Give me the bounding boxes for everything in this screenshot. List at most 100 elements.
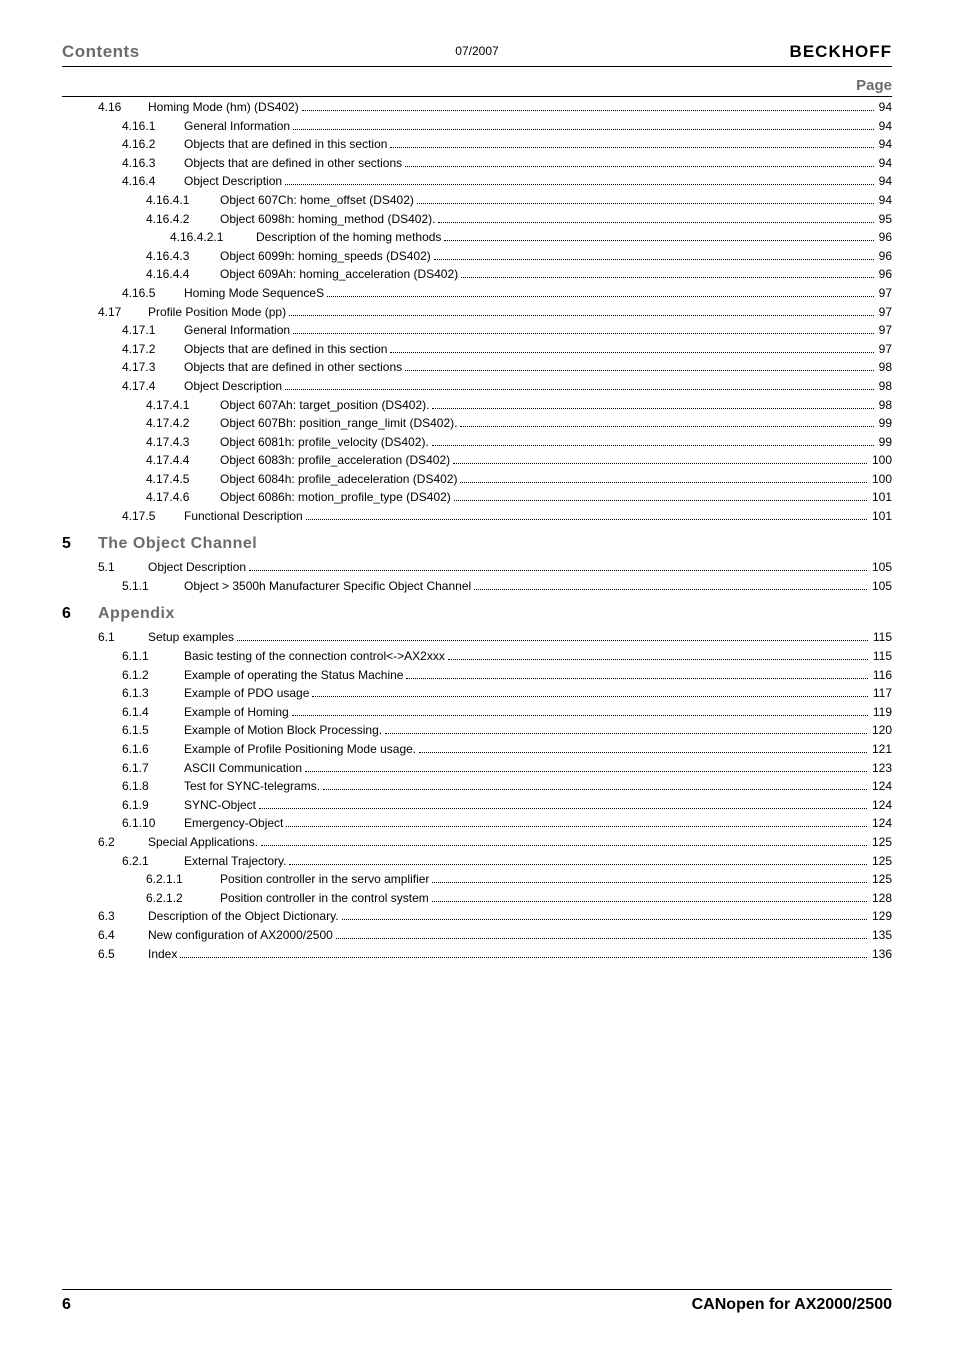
toc-entry-number: 6.2.1: [122, 852, 180, 871]
toc-entry-page: 94: [877, 154, 892, 173]
toc-entry-number: 6.1.3: [122, 684, 180, 703]
toc-leader-dots: [438, 213, 873, 223]
toc-leader-dots: [385, 724, 867, 734]
toc-leader-dots: [286, 817, 867, 827]
toc-entry: 4.17.4.1Object 607Ah: target_position (D…: [62, 396, 892, 415]
toc-entry-title: Object Description: [144, 558, 246, 577]
toc-entry: 6.4New configuration of AX2000/2500135: [62, 926, 892, 945]
toc-entry-title: Description of the homing methods: [252, 228, 441, 247]
toc-entry-title: Example of Profile Positioning Mode usag…: [180, 740, 416, 759]
toc-entry-page: 120: [870, 721, 892, 740]
toc-entry-page: 96: [877, 265, 892, 284]
toc-leader-dots: [432, 892, 867, 902]
toc-entry-number: 4.16.4.1: [146, 191, 216, 210]
toc-entry-page: 97: [877, 303, 892, 322]
toc-leader-dots: [448, 650, 868, 660]
toc-entry: 6.1.10Emergency-Object124: [62, 814, 892, 833]
toc-entry-number: 6.1.8: [122, 777, 180, 796]
toc-entry: 4.16.4.2.1Description of the homing meth…: [62, 228, 892, 247]
toc-leader-dots: [285, 380, 874, 390]
toc-entry: 6.1.4Example of Homing119: [62, 703, 892, 722]
toc-entry-title: Setup examples: [144, 628, 234, 647]
toc-entry-title: General Information: [180, 321, 290, 340]
toc-entry-page: 123: [870, 759, 892, 778]
toc-entry: 6.3Description of the Object Dictionary.…: [62, 907, 892, 926]
toc-entry-number: 6.4: [98, 926, 144, 945]
toc-entry: 6.1.6Example of Profile Positioning Mode…: [62, 740, 892, 759]
toc-leader-dots: [444, 231, 873, 241]
toc-entry: 6.1.1Basic testing of the connection con…: [62, 647, 892, 666]
toc-entry-title: Object > 3500h Manufacturer Specific Obj…: [180, 577, 471, 596]
toc-entry-page: 125: [870, 870, 892, 889]
toc-leader-dots: [474, 580, 867, 590]
toc-entry-title: ASCII Communication: [180, 759, 302, 778]
toc-entry: 6.1.7ASCII Communication 123: [62, 759, 892, 778]
toc-leader-dots: [405, 157, 874, 167]
toc-leader-dots: [419, 743, 867, 753]
toc-entry: 4.16.4.4Object 609Ah: homing_acceleratio…: [62, 265, 892, 284]
toc-entry-number: 6.1.7: [122, 759, 180, 778]
toc-leader-dots: [259, 799, 867, 809]
toc-entry: 6.1.3Example of PDO usage117: [62, 684, 892, 703]
toc-entry: 4.17.4.5Object 6084h: profile_adecelerat…: [62, 470, 892, 489]
toc-leader-dots: [237, 631, 868, 641]
toc-entry-page: 99: [877, 433, 892, 452]
toc-leader-dots: [336, 929, 867, 939]
toc-entry: 6.1Setup examples115: [62, 628, 892, 647]
toc-entry: 6.1.2Example of operating the Status Mac…: [62, 666, 892, 685]
toc-entry-number: 4.17.4.4: [146, 451, 216, 470]
toc-entry: 6.1.9SYNC-Object124: [62, 796, 892, 815]
toc-entry-title: Object 607Ch: home_offset (DS402): [216, 191, 414, 210]
toc-entry-title: Objects that are defined in other sectio…: [180, 358, 402, 377]
toc-entry-number: 6.2.1.1: [146, 870, 216, 889]
toc-entry-title: Homing Mode (hm) (DS402): [144, 98, 299, 117]
toc-leader-dots: [432, 436, 874, 446]
footer-page-number: 6: [62, 1296, 71, 1314]
toc-entry: 4.16.4.2Object 6098h: homing_method (DS4…: [62, 210, 892, 229]
toc-entry-title: External Trajectory.: [180, 852, 286, 871]
toc-entry-number: 4.17.4.3: [146, 433, 216, 452]
toc-entry: 6.1.8Test for SYNC-telegrams.124: [62, 777, 892, 796]
toc-entry: 6.2Special Applications.125: [62, 833, 892, 852]
toc-leader-dots: [261, 836, 867, 846]
toc-entry: 4.17.5Functional Description101: [62, 507, 892, 526]
toc-entry-page: 105: [870, 577, 892, 596]
toc-entry-page: 125: [870, 833, 892, 852]
toc-entry-number: 6.1.9: [122, 796, 180, 815]
toc-chapter: 6Appendix: [62, 602, 892, 627]
toc-entry-title: Basic testing of the connection control<…: [180, 647, 445, 666]
toc-entry: 4.16.5Homing Mode SequenceS97: [62, 284, 892, 303]
toc-entry-title: Special Applications.: [144, 833, 258, 852]
table-of-contents: 4.16Homing Mode (hm) (DS402)944.16.1Gene…: [62, 96, 892, 963]
toc-entry-title: Example of Homing: [180, 703, 289, 722]
toc-entry-title: Object 607Ah: target_position (DS402).: [216, 396, 429, 415]
toc-entry-page: 125: [870, 852, 892, 871]
toc-entry-number: 6.1.2: [122, 666, 180, 685]
toc-entry: 4.17.4.3Object 6081h: profile_velocity (…: [62, 433, 892, 452]
toc-entry-title: General Information: [180, 117, 290, 136]
toc-leader-dots: [323, 780, 867, 790]
toc-entry-title: New configuration of AX2000/2500: [144, 926, 333, 945]
toc-entry: 4.16.2Objects that are defined in this s…: [62, 135, 892, 154]
toc-leader-dots: [312, 687, 867, 697]
toc-entry: 4.16.1General Information94: [62, 117, 892, 136]
toc-entry-number: 4.16.4.4: [146, 265, 216, 284]
toc-entry-number: 4.17.4.5: [146, 470, 216, 489]
toc-entry-title: Object 607Bh: position_range_limit (DS40…: [216, 414, 457, 433]
toc-entry-number: 6.2.1.2: [146, 889, 216, 908]
toc-leader-dots: [289, 855, 866, 865]
toc-entry: 4.17Profile Position Mode (pp)97: [62, 303, 892, 322]
toc-entry-title: Object 6083h: profile_acceleration (DS40…: [216, 451, 450, 470]
toc-entry: 4.17.2Objects that are defined in this s…: [62, 340, 892, 359]
toc-leader-dots: [434, 250, 874, 260]
toc-entry: 4.16.4.1Object 607Ch: home_offset (DS402…: [62, 191, 892, 210]
toc-entry: 6.2.1.2Position controller in the contro…: [62, 889, 892, 908]
toc-entry: 4.17.4.2Object 607Bh: position_range_lim…: [62, 414, 892, 433]
toc-entry-number: 4.16.4: [122, 172, 180, 191]
toc-entry-number: 6.1.4: [122, 703, 180, 722]
toc-leader-dots: [342, 910, 867, 920]
toc-entry: 4.16.4Object Description94: [62, 172, 892, 191]
header-center: 07/2007: [455, 44, 498, 58]
toc-leader-dots: [406, 669, 867, 679]
toc-entry-title: Object 6098h: homing_method (DS402).: [216, 210, 435, 229]
